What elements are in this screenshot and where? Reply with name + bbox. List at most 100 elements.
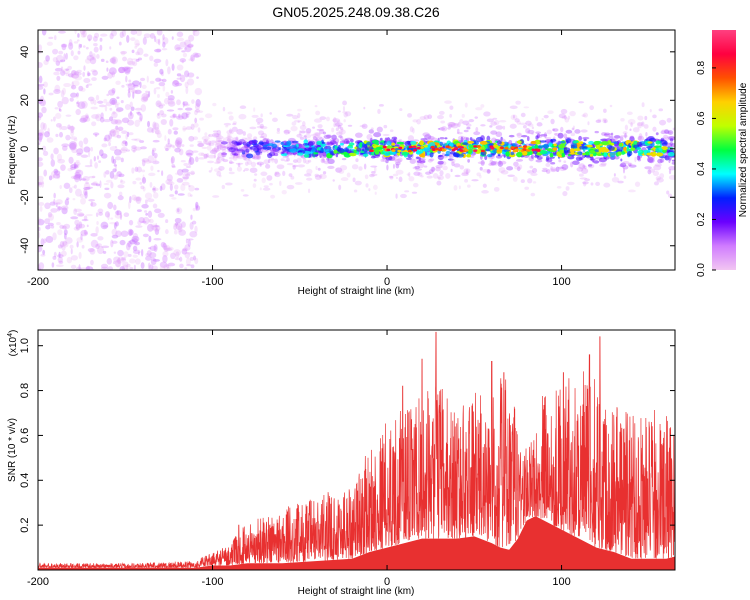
spectrogram-cell <box>480 135 485 142</box>
spectrogram-cell <box>339 165 348 171</box>
spectrogram-cell <box>75 108 81 116</box>
spectrogram-cell <box>134 89 142 95</box>
spectrogram-cell <box>246 153 254 159</box>
spectrogram-cell <box>185 126 192 130</box>
spectrogram-cell <box>163 264 171 270</box>
spectrogram-cell <box>216 171 222 177</box>
spectrogram-cell <box>550 138 557 142</box>
spectrogram-cell <box>274 172 281 178</box>
spectrogram-cell <box>467 159 470 163</box>
spectrogram-cell <box>95 113 102 122</box>
spectrogram-cell <box>438 160 447 166</box>
spectrogram-cell <box>393 136 398 142</box>
spectrogram-cell <box>336 120 341 123</box>
spectrogram-cell <box>374 149 380 155</box>
spectrogram-cell <box>185 173 191 177</box>
spectrogram-cell <box>129 101 133 108</box>
spectrogram-cell <box>527 129 535 135</box>
spectrogram-cell <box>481 145 485 151</box>
spectrogram-cell <box>644 115 648 121</box>
spectrogram-cell <box>88 38 91 42</box>
spectrogram-cell <box>143 53 149 57</box>
spectrogram-cell <box>217 152 225 159</box>
spectrogram-cell <box>339 142 344 146</box>
spectrogram-cell <box>438 154 443 158</box>
spectrogram-cell <box>251 114 259 118</box>
spectrogram-cell <box>126 35 130 43</box>
spectrogram-cell <box>62 145 68 151</box>
spectrogram-cell <box>274 140 281 143</box>
spectrogram-cell <box>457 122 461 128</box>
spectrogram-cell <box>53 147 59 155</box>
spectrogram-cell <box>319 174 323 178</box>
spectrogram-cell <box>185 165 192 169</box>
spectrogram-cell <box>38 83 45 87</box>
spectrogram-x-label: Height of straight line (km) <box>298 286 415 297</box>
spectrogram-cell <box>216 129 222 136</box>
spectrogram-cell <box>286 162 294 166</box>
spectrogram-cell <box>118 66 126 74</box>
spectrogram-cell <box>63 182 71 189</box>
spectrogram-cell <box>459 119 464 124</box>
spectrogram-cell <box>418 158 425 164</box>
spectrogram-cell <box>114 149 122 156</box>
spectrogram-cell <box>619 164 624 167</box>
spectrogram-cell <box>111 228 118 236</box>
spectrogram-cell <box>636 121 644 127</box>
spectrogram-cell <box>179 74 186 83</box>
spectrogram-cell <box>595 144 601 150</box>
spectrogram-cell <box>105 170 110 175</box>
spectrogram-cell <box>335 141 338 147</box>
spectrogram-cell <box>122 140 128 145</box>
spectrogram-cell <box>62 87 66 95</box>
spectrogram-cell <box>134 39 140 48</box>
spectrogram-cell <box>475 107 483 111</box>
spectrogram-cell <box>279 180 282 186</box>
spectrogram-cell <box>516 151 523 158</box>
y-tick-label: -40 <box>19 238 31 254</box>
spectrogram-cell <box>128 88 131 93</box>
spectrogram-cell <box>111 87 116 94</box>
spectrogram-cell <box>459 139 464 144</box>
spectrogram-cell <box>154 48 162 53</box>
spectrogram-cell <box>513 161 519 167</box>
spectrogram-cell <box>169 183 173 191</box>
spectrogram-cell <box>370 173 378 177</box>
spectrogram-cell <box>71 81 74 89</box>
spectrogram-cell <box>305 131 311 135</box>
spectrogram-cell <box>156 48 162 53</box>
spectrogram-cell <box>224 182 233 186</box>
spectrogram-cell <box>488 142 494 146</box>
spectrogram-cell <box>383 124 388 129</box>
spectrogram-cell <box>134 166 139 172</box>
spectrogram-cell <box>305 127 312 134</box>
spectrogram-cell <box>453 152 460 158</box>
spectrogram-cell <box>351 164 359 170</box>
spectrogram-cell <box>221 157 225 161</box>
spectrogram-cell <box>240 149 245 153</box>
spectrogram-cell <box>128 219 134 226</box>
spectrogram-cell <box>526 149 531 152</box>
spectrogram-cell <box>480 124 486 127</box>
spectrogram-cell <box>226 143 234 148</box>
spectrogram-cell <box>161 47 168 51</box>
spectrogram-cell <box>118 41 122 46</box>
spectrogram-cell <box>219 144 223 147</box>
spectrogram-cell <box>371 139 379 144</box>
spectrogram-cell <box>90 259 94 266</box>
spectrogram-cell <box>108 130 115 134</box>
spectrogram-cell <box>107 71 113 79</box>
spectrogram-cell <box>99 37 103 42</box>
spectrogram-cell <box>43 59 49 66</box>
spectrogram-cell <box>419 140 424 146</box>
spectrogram-cell <box>97 208 104 214</box>
spectrogram-cell <box>672 127 675 131</box>
spectrogram-cell <box>124 141 128 147</box>
spectrogram-cell <box>565 186 570 191</box>
spectrogram-cell <box>41 145 47 152</box>
spectrogram-cell <box>185 257 191 266</box>
spectrogram-cell <box>192 30 200 37</box>
spectrogram-cell <box>204 140 210 146</box>
spectrogram-cell <box>150 165 154 171</box>
